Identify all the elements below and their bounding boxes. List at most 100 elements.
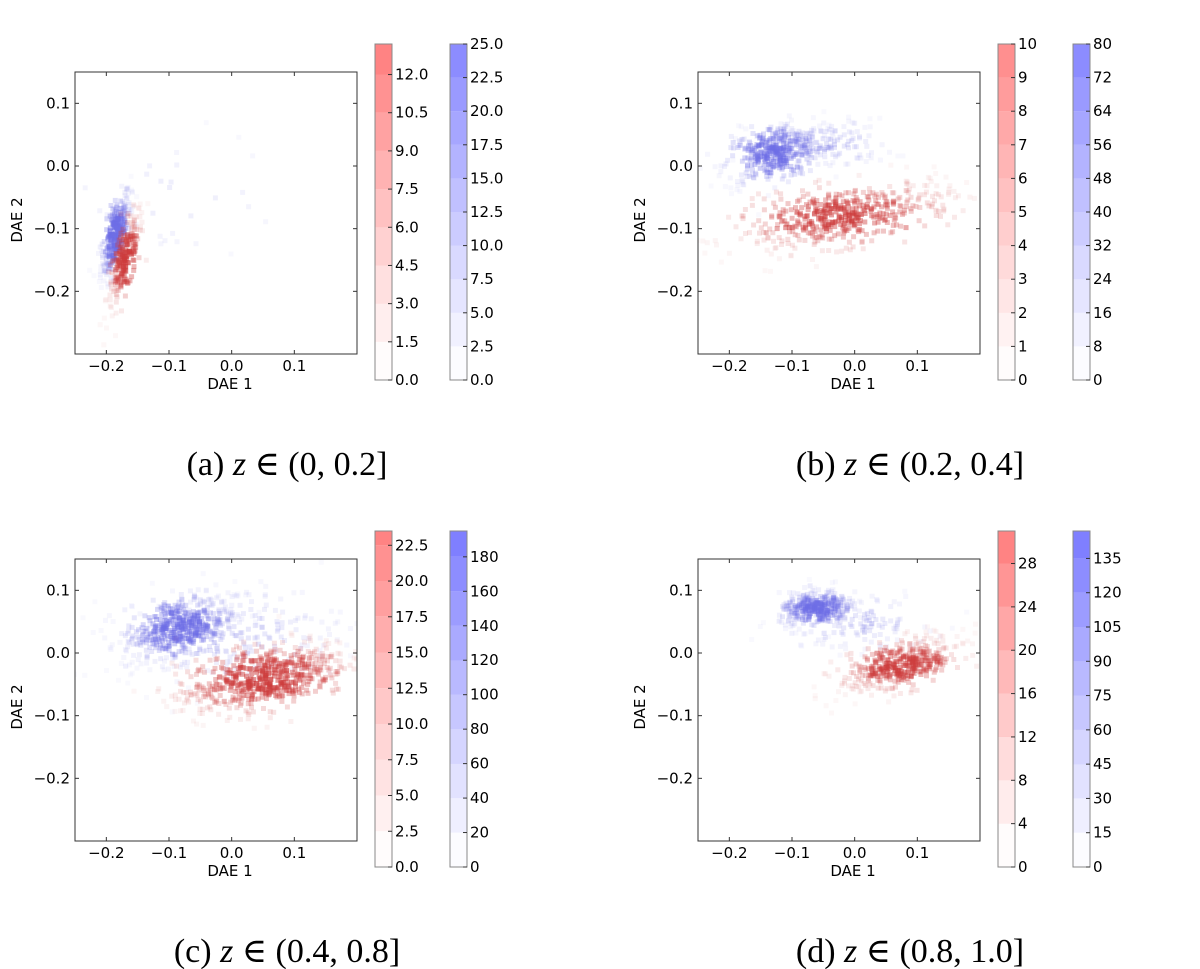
density-cell-blue [864, 143, 870, 149]
density-cell-blue [98, 285, 104, 290]
density-cell-red [233, 673, 239, 679]
density-cell-red [111, 288, 117, 294]
density-cell-blue [176, 621, 182, 627]
density-cell-blue [103, 617, 108, 623]
density-cell-red [299, 691, 305, 697]
density-cell-red [901, 210, 907, 216]
density-cell-red [114, 257, 120, 263]
density-cell-blue [215, 593, 221, 599]
density-cell-blue [185, 659, 191, 665]
density-cell-blue [752, 154, 758, 160]
density-cell-blue [226, 626, 232, 632]
density-cell-blue [205, 623, 211, 629]
density-cell-blue [798, 605, 804, 611]
density-cell-red [882, 673, 888, 679]
density-cell-red [111, 257, 117, 263]
density-cell-blue [162, 646, 168, 652]
density-cell-blue [80, 615, 86, 621]
colorbar-segment [450, 212, 467, 246]
density-cell-blue [206, 628, 212, 634]
density-cell-blue [822, 146, 827, 152]
density-cell-blue [708, 183, 714, 189]
colorbar-tick-label: 16 [1018, 685, 1037, 703]
density-cell-blue [757, 134, 763, 140]
density-cell-blue [173, 635, 179, 641]
density-cell-red [884, 686, 890, 692]
density-cell-red [192, 691, 198, 697]
colorbar-segment [1073, 178, 1090, 212]
density-cell-red [802, 213, 808, 219]
density-cell-red [987, 204, 992, 209]
density-cell-red [702, 250, 708, 256]
density-cell-blue [225, 616, 230, 622]
density-cell-blue [119, 238, 125, 244]
density-cell-blue [197, 597, 203, 603]
density-cell-red [890, 665, 896, 671]
density-cell-blue [808, 598, 814, 604]
density-cell-blue [102, 262, 108, 268]
density-cell-blue [180, 602, 186, 608]
density-cell-blue [234, 612, 240, 618]
colorbar-tick-label: 80 [1093, 35, 1112, 53]
density-cell-red [891, 217, 897, 223]
density-cell-blue [120, 214, 126, 219]
density-cell-red [875, 219, 881, 225]
density-cell-red [353, 649, 357, 654]
density-cell-blue [776, 619, 782, 624]
density-cell-blue [831, 630, 837, 636]
density-cell-blue [828, 136, 834, 142]
density-cell-red [318, 661, 324, 667]
density-cell-red [855, 227, 861, 233]
density-cell-red [885, 666, 891, 672]
density-cell-blue [174, 679, 180, 685]
colorbar-tick-label: 7 [1018, 136, 1028, 154]
colorbar-tick-label: 4 [1018, 815, 1028, 833]
density-cell-blue [267, 663, 273, 668]
density-cell-red [842, 226, 848, 232]
density-cell-blue [806, 614, 812, 620]
density-cell-blue [780, 604, 785, 610]
density-cell-red [270, 659, 276, 665]
density-cell-blue [174, 239, 180, 245]
density-cell-blue [139, 625, 145, 631]
density-cell-red [124, 242, 130, 247]
density-cell-blue [173, 637, 179, 643]
density-cell-red [852, 198, 858, 204]
density-cell-blue [812, 603, 818, 609]
colorbar-segment [375, 531, 392, 546]
colorbar-segment [998, 736, 1015, 781]
density-cell-blue [203, 622, 209, 628]
density-cell-blue [187, 638, 193, 644]
density-cell-blue [821, 602, 827, 608]
density-cell-blue [744, 174, 750, 180]
density-cell-blue [221, 606, 227, 612]
density-cell-blue [802, 597, 807, 603]
density-cell-red [910, 654, 916, 660]
density-cell-blue [735, 179, 740, 184]
density-cell-blue [235, 591, 241, 597]
density-cell-blue [791, 616, 797, 622]
density-cell-red [865, 666, 871, 671]
density-cell-blue [171, 630, 177, 635]
density-cell-blue [781, 140, 787, 146]
density-cell-blue [790, 622, 796, 628]
density-cell-blue [108, 203, 114, 208]
density-cell-blue [810, 602, 816, 608]
density-cell-red [236, 691, 242, 696]
density-cell-blue [766, 161, 772, 167]
density-cell-blue [193, 651, 199, 656]
density-cell-red [320, 653, 326, 659]
density-cell-red [333, 669, 339, 674]
density-cell-red [304, 687, 310, 693]
density-cell-red [337, 663, 343, 669]
density-cell-red [216, 674, 222, 680]
density-cell-blue [293, 618, 298, 624]
density-cell-blue [799, 600, 805, 606]
density-cell-red [269, 661, 275, 667]
density-cell-red [854, 197, 860, 203]
density-cell-red [777, 214, 783, 219]
density-cell-blue [786, 614, 792, 620]
density-cell-blue [215, 616, 221, 622]
density-cell-red [902, 239, 908, 245]
